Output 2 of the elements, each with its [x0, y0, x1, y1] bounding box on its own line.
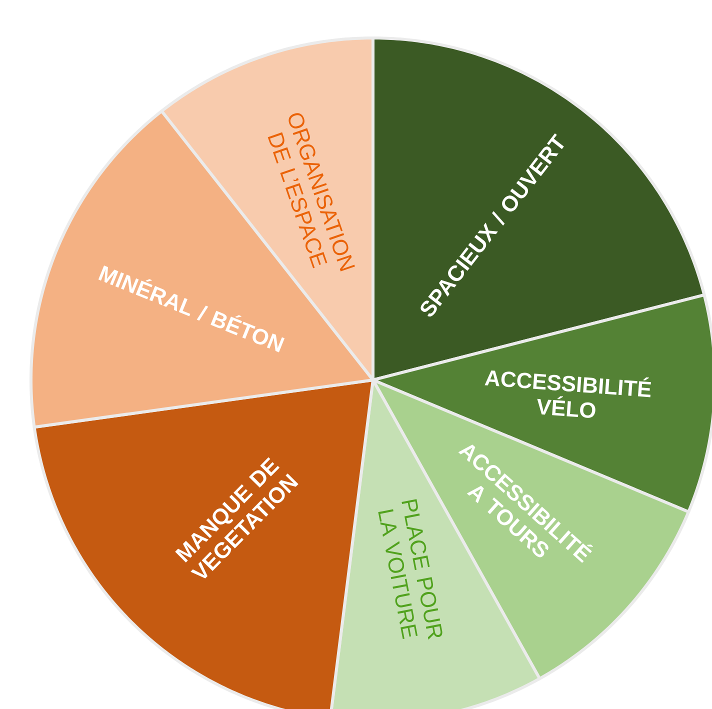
- slice-label: ACCESSIBILITÉ VÉLO: [484, 370, 651, 418]
- slice-label: PLACE POUR LA VOITURE: [378, 499, 442, 640]
